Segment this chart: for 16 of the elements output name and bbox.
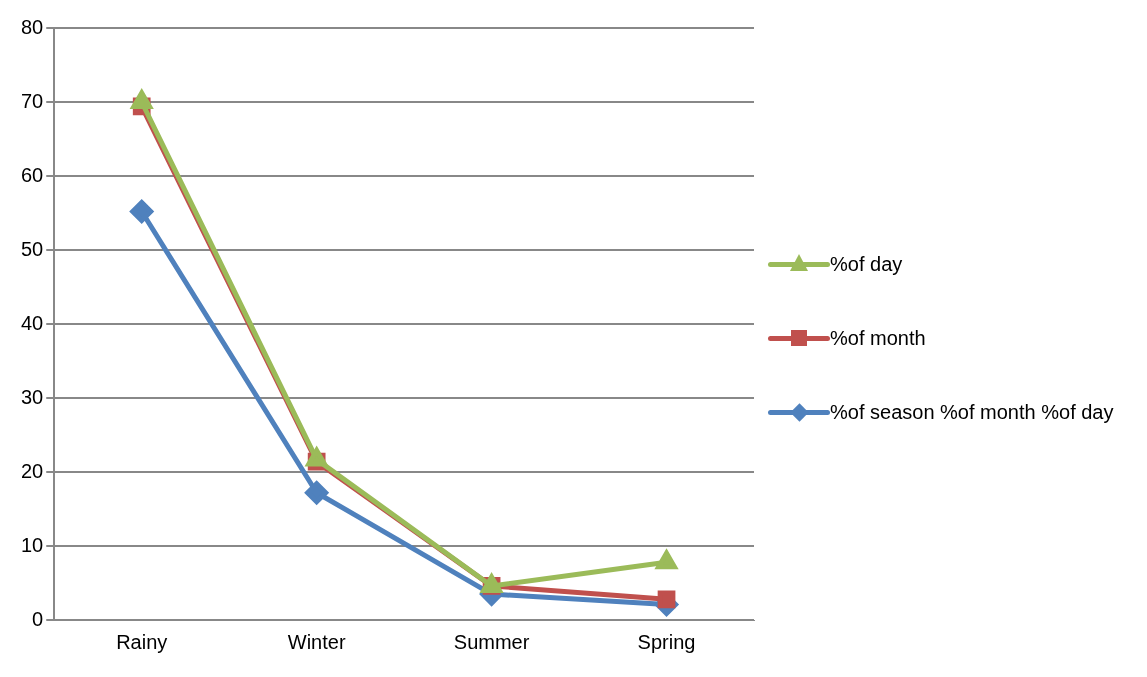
y-tick-label: 30 bbox=[21, 385, 44, 408]
y-tick-label: 50 bbox=[21, 237, 44, 260]
x-tick-label: Summer bbox=[453, 630, 530, 653]
x-tick-label: Winter bbox=[287, 630, 346, 653]
legend-label: %of season %of month %of day bbox=[830, 400, 1114, 424]
legend-label: %of month bbox=[830, 326, 926, 350]
y-tick-label: 80 bbox=[21, 15, 44, 38]
legend-label: %of day bbox=[830, 252, 903, 276]
y-tick-label: 0 bbox=[32, 607, 44, 630]
y-tick-label: 20 bbox=[21, 459, 44, 482]
y-tick-label: 10 bbox=[21, 533, 44, 556]
y-tick-label: 40 bbox=[21, 311, 44, 334]
y-tick-label: 70 bbox=[21, 89, 44, 112]
y-tick-label: 60 bbox=[21, 163, 44, 186]
x-tick-label: Rainy bbox=[116, 630, 168, 653]
x-tick-label: Spring bbox=[637, 630, 696, 653]
